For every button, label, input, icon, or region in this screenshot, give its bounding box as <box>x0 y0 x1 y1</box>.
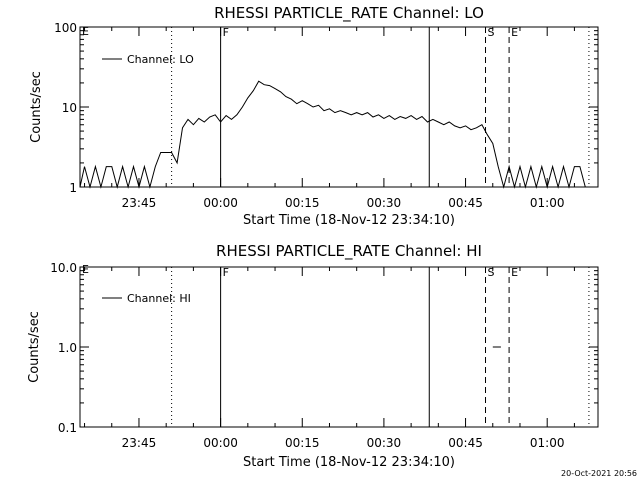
event-marker-label: E <box>511 266 518 279</box>
x-tick-label: 00:15 <box>285 196 320 210</box>
x-tick-label: 00:30 <box>367 436 402 450</box>
y-axis-label: Counts/sec <box>29 71 44 143</box>
y-tick-label: 1 <box>69 181 77 195</box>
y-axis-label: Counts/sec <box>27 311 42 383</box>
event-marker-label: F <box>223 26 229 39</box>
chart-title: RHESSI PARTICLE_RATE Channel: LO <box>214 4 484 23</box>
event-marker-label: F <box>223 266 229 279</box>
x-tick-label: 00:45 <box>448 436 483 450</box>
x-axis-label: Start Time (18-Nov-12 23:34:10) <box>243 455 455 470</box>
x-tick-label: 00:00 <box>203 436 238 450</box>
x-axis-label: Start Time (18-Nov-12 23:34:10) <box>243 213 455 228</box>
chart-panel-lo: RHESSI PARTICLE_RATE Channel: LO Start T… <box>29 4 599 228</box>
data-line <box>79 80 591 189</box>
event-marker-label: E <box>511 26 518 39</box>
chart-panel-hi: RHESSI PARTICLE_RATE Channel: HI Start T… <box>27 242 599 470</box>
chart-title: RHESSI PARTICLE_RATE Channel: HI <box>216 242 482 261</box>
footer-timestamp: 20-Oct-2021 20:56 <box>561 469 637 478</box>
y-tick-label: 10.0 <box>50 261 77 275</box>
corner-marker-label: E <box>82 263 89 276</box>
y-tick-label: 1.0 <box>58 341 77 355</box>
x-tick-label: 23:45 <box>122 196 157 210</box>
legend-label: Channel: LO <box>127 53 194 66</box>
x-tick-label: 00:00 <box>203 196 238 210</box>
x-tick-label: 01:00 <box>530 436 565 450</box>
x-tick-label: 01:00 <box>530 196 565 210</box>
y-tick-label: 0.1 <box>58 421 77 435</box>
y-tick-label: 100 <box>54 21 77 35</box>
x-tick-label: 23:45 <box>122 436 157 450</box>
event-marker-label: S <box>488 266 495 279</box>
y-tick-label: 10 <box>62 101 77 115</box>
x-tick-label: 00:30 <box>367 196 402 210</box>
corner-marker-label: E <box>82 25 89 38</box>
event-marker-label: S <box>488 26 495 39</box>
x-tick-label: 00:15 <box>285 436 320 450</box>
legend-label: Channel: HI <box>127 292 191 305</box>
x-tick-label: 00:45 <box>448 196 483 210</box>
